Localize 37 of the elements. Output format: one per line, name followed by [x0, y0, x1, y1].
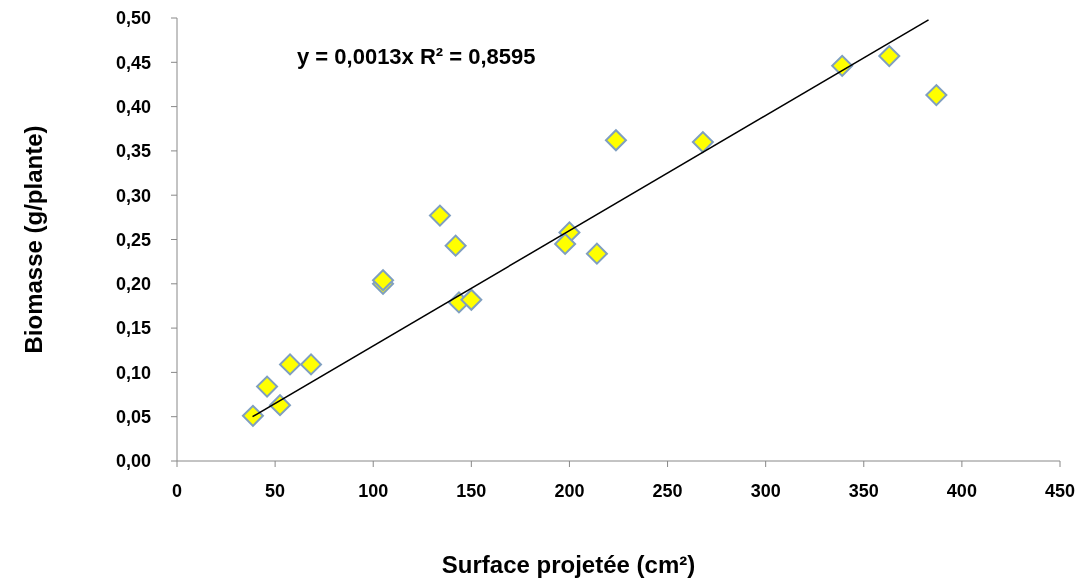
- point: [300, 353, 323, 376]
- point: [604, 129, 627, 152]
- annotation: y = 0,0013x R² = 0,8595: [297, 44, 536, 69]
- x-tick-label: 300: [750, 481, 781, 501]
- point: [878, 45, 901, 68]
- y-tick-label: 0,40: [115, 96, 151, 117]
- point: [585, 242, 608, 265]
- x-tick-label: 50: [265, 481, 286, 501]
- y-tick-label: 0,50: [115, 8, 151, 29]
- point: [691, 131, 714, 154]
- y-tick-label: 0,10: [115, 362, 151, 383]
- point: [279, 353, 302, 376]
- x-axis-title: Surface projetée (cm²): [441, 551, 696, 578]
- x-tick-label: 100: [358, 481, 389, 501]
- y-axis-title: Biomasse (g/plante): [20, 125, 47, 354]
- x-tick-label: 0: [171, 481, 183, 501]
- x-tick-label: 200: [554, 481, 585, 501]
- y-tick-label: 0,30: [115, 185, 151, 206]
- point: [925, 84, 948, 107]
- point: [256, 375, 279, 398]
- y-tick-label: 0,05: [115, 407, 151, 427]
- y-tick-label: 0,00: [115, 451, 151, 472]
- x-tick-label: 150: [456, 481, 487, 501]
- point: [241, 404, 264, 427]
- y-tick-label: 0,25: [115, 229, 151, 250]
- x-tick-label: 400: [946, 481, 977, 501]
- y-tick-label: 0,15: [115, 318, 151, 339]
- y-tick-label: 0,20: [115, 274, 151, 295]
- point: [444, 234, 467, 257]
- point: [428, 204, 451, 227]
- x-tick-label: 350: [848, 481, 879, 501]
- point: [460, 288, 483, 311]
- y-tick-label: 0,45: [115, 52, 151, 73]
- x-tick-label: 450: [1044, 481, 1076, 501]
- x-tick-label: 250: [652, 481, 683, 501]
- point: [554, 232, 577, 255]
- y-tick-label: 0,35: [115, 141, 151, 162]
